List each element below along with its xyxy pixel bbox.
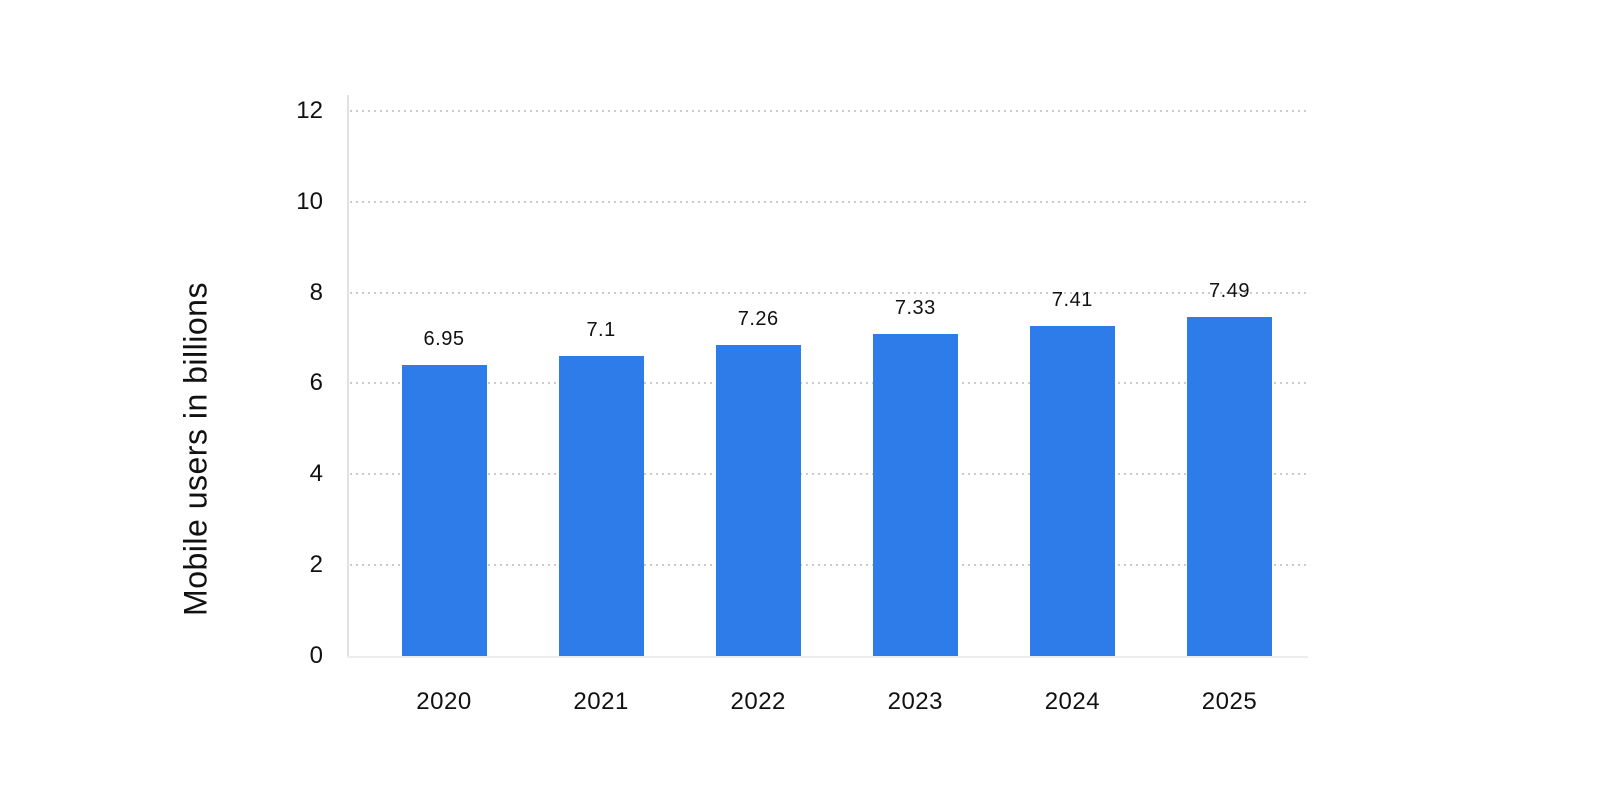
bar-2022 [715, 345, 801, 656]
y-tick-10: 10 [296, 187, 323, 215]
gridline-10 [350, 200, 1308, 203]
bar-value-label-2025: 7.49 [1209, 279, 1250, 302]
bar-2020 [401, 364, 487, 656]
y-tick-4: 4 [309, 460, 323, 488]
bar-2024 [1029, 325, 1115, 656]
bar-2023 [872, 333, 958, 656]
bar-2021 [558, 355, 644, 656]
y-tick-6: 6 [309, 369, 323, 397]
bar-value-label-2024: 7.41 [1051, 288, 1093, 311]
gridline-8 [350, 291, 1308, 294]
bar-2025 [1187, 316, 1272, 656]
x-tick-2023: 2023 [887, 688, 943, 715]
plot-area: 12 10 8 6 4 2 0 6.95 7.1 7.26 7.33 7.41 7.49 2020 20… [296, 95, 1308, 715]
y-axis-title: Mobile users in billions [177, 282, 214, 616]
gridline-4 [350, 473, 1308, 476]
x-tick-2025: 2025 [1201, 688, 1258, 715]
x-axis-line [347, 656, 1308, 658]
gridline-12 [350, 109, 1308, 112]
bar-value-label-2020: 6.95 [423, 327, 465, 350]
x-tick-2022: 2022 [730, 688, 786, 715]
bar-value-label-2022: 7.26 [737, 308, 779, 331]
y-tick-0: 0 [309, 642, 323, 669]
bar-value-label-2023: 7.33 [894, 296, 936, 319]
y-axis-line [347, 95, 349, 656]
gridline-6 [350, 382, 1308, 385]
bar-value-label-2021: 7.1 [586, 318, 616, 341]
x-tick-2021: 2021 [573, 688, 629, 715]
y-tick-2: 2 [309, 551, 323, 579]
x-tick-2024: 2024 [1044, 688, 1101, 715]
gridline-2 [350, 564, 1308, 567]
y-tick-12: 12 [296, 96, 323, 124]
x-tick-2020: 2020 [416, 688, 472, 715]
y-tick-8: 8 [309, 278, 323, 306]
